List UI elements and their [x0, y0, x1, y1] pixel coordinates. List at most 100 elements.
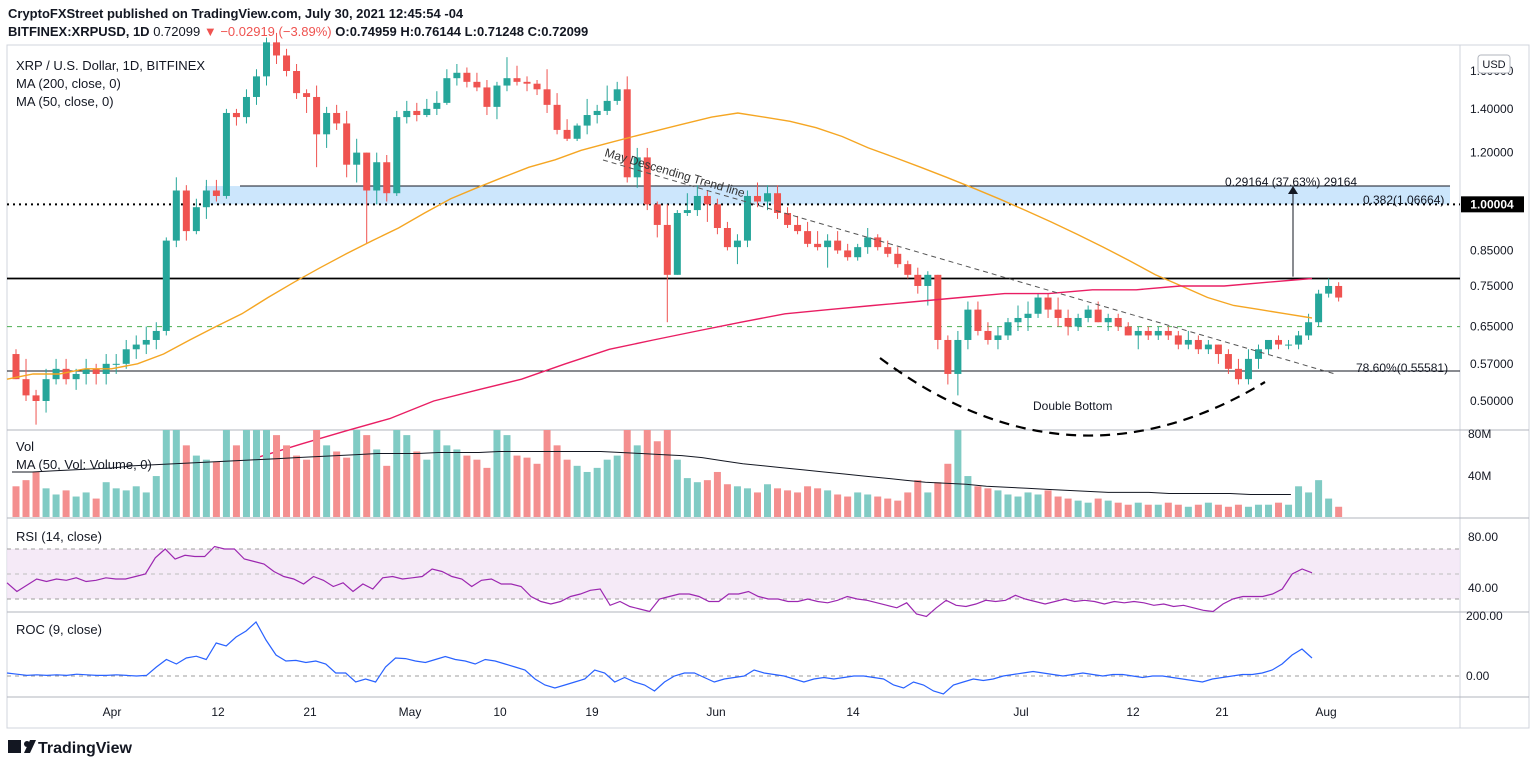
volume-bar: [934, 482, 942, 517]
candle-body: [523, 81, 531, 84]
volume-bar: [1305, 492, 1313, 517]
price-axis-label: 1.40000: [1470, 102, 1514, 116]
down-arrow-icon: ▼: [203, 24, 217, 39]
candle-body: [453, 72, 461, 79]
volume-bar: [733, 486, 741, 517]
candle-body: [1184, 339, 1192, 345]
volume-bar: [343, 457, 351, 517]
ohlc-low: L:0.71248: [464, 24, 524, 39]
volume-bar: [1114, 502, 1122, 517]
volume-bar: [1014, 496, 1022, 517]
volume-bar: [1004, 494, 1012, 517]
candle-body: [1014, 317, 1022, 323]
candle-body: [222, 112, 230, 196]
candle-body: [192, 207, 200, 232]
volume-bar: [834, 494, 842, 517]
volume-bar: [42, 488, 50, 517]
candle-body: [1325, 285, 1333, 294]
time-axis[interactable]: Apr 12 21 May 10 19 Jun 14 Jul 12 21 Aug: [103, 705, 1337, 719]
candlestick-series: [12, 32, 1343, 425]
price-axis-label: 1.20000: [1470, 146, 1514, 160]
candle-body: [513, 78, 521, 82]
candle-body: [944, 339, 952, 374]
candle-body: [132, 344, 140, 350]
candle-body: [553, 104, 561, 130]
vol-axis-80m: 80M: [1468, 427, 1491, 441]
volume-bar: [1275, 502, 1283, 517]
candle-body: [1234, 368, 1242, 380]
candle-body: [1164, 330, 1172, 336]
candle-body: [784, 212, 792, 225]
volume-bar: [162, 430, 170, 517]
candle-body: [473, 81, 481, 88]
volume-bar: [12, 486, 20, 517]
volume-bar: [713, 471, 721, 517]
candle-body: [303, 93, 311, 97]
volume-bar: [403, 435, 411, 517]
volume-bar: [633, 445, 641, 517]
volume-bar: [1325, 498, 1333, 517]
volume-bar: [553, 445, 561, 517]
volume-bar: [222, 430, 230, 517]
candle-body: [633, 157, 641, 178]
candle-body: [723, 228, 731, 248]
volume-bar: [1084, 502, 1092, 517]
volume-bar: [353, 430, 361, 517]
currency-button[interactable]: [1477, 54, 1511, 74]
candle-body: [663, 224, 671, 275]
candle-body: [273, 42, 281, 56]
candle-body: [673, 212, 681, 275]
time-axis-label: 21: [1215, 705, 1229, 719]
volume-bar: [904, 492, 912, 517]
candle-body: [1335, 285, 1343, 298]
time-axis-label: 12: [211, 705, 225, 719]
volume-bar: [844, 496, 852, 517]
volume-bar: [804, 486, 812, 517]
ma50-line: [6, 112, 1313, 380]
candle-body: [623, 89, 631, 178]
volume-bar: [603, 459, 611, 517]
candle-body: [333, 112, 341, 124]
candle-body: [242, 96, 250, 118]
candle-body: [423, 108, 431, 116]
tradingview-logo[interactable]: [8, 740, 36, 753]
volume-bar: [854, 492, 862, 517]
volume-bar: [984, 488, 992, 517]
candle-body: [283, 55, 291, 71]
ohlc-open: O:0.74959: [335, 24, 397, 39]
volume-bar: [583, 471, 591, 517]
time-axis-label: 14: [846, 705, 860, 719]
candle-body: [824, 240, 832, 248]
candle-body: [753, 195, 761, 202]
volume-bar: [463, 455, 471, 517]
time-axis-label: Aug: [1315, 705, 1336, 719]
legend-roc: ROC (9, close): [16, 622, 102, 637]
volume-bar: [914, 480, 922, 517]
candle-body: [894, 253, 902, 265]
candle-body: [964, 309, 972, 340]
legend-ma200: MA (200, close, 0): [16, 76, 121, 91]
volume-bar: [1194, 504, 1202, 517]
volume-bar: [1064, 498, 1072, 517]
price-change: −0.02919 (−3.89%): [220, 24, 332, 39]
time-axis-label: 21: [303, 705, 317, 719]
volume-bar: [563, 459, 571, 517]
last-price: 0.72099: [153, 24, 201, 39]
candle-body: [1194, 339, 1202, 350]
candle-body: [984, 330, 992, 340]
candle-body: [1124, 326, 1132, 336]
candle-body: [583, 115, 591, 126]
candle-body: [1285, 344, 1293, 346]
candle-body: [1214, 344, 1222, 355]
price-axis[interactable]: 1.600001.400001.200000.850000.750000.650…: [1470, 64, 1514, 408]
volume-bar: [453, 449, 461, 517]
volume-bar: [413, 451, 421, 517]
candle-body: [42, 379, 50, 401]
volume-ma-line: [12, 451, 1291, 495]
volume-bar: [82, 492, 90, 517]
candle-body: [1305, 322, 1313, 336]
volume-bar: [543, 430, 551, 517]
descending-trend-line: [602, 159, 1336, 375]
candle-body: [1224, 354, 1232, 369]
